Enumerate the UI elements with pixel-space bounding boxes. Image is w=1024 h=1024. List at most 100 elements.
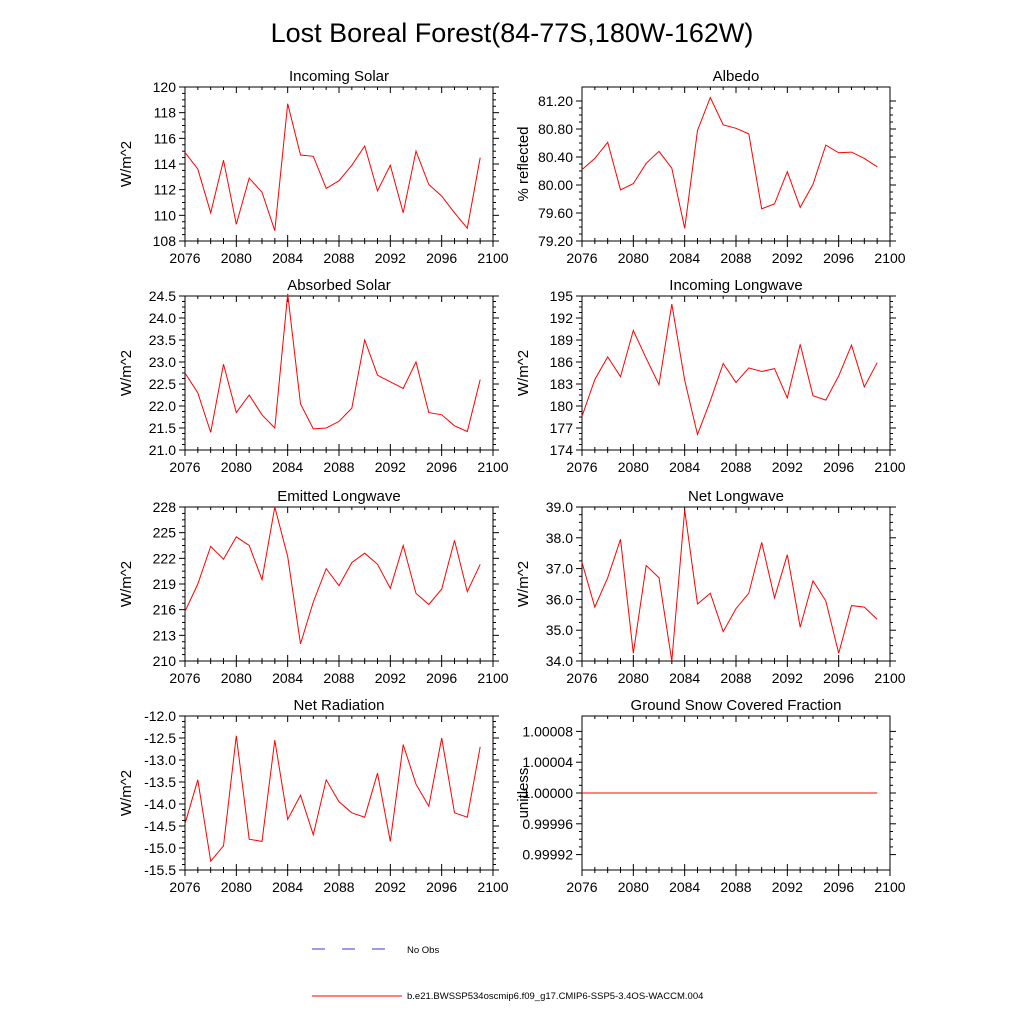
y-tick-label: -12.0 <box>144 708 176 724</box>
series-line <box>184 506 481 645</box>
y-axis-label: W/m^2 <box>515 561 532 607</box>
legend-obs-label: No Obs <box>407 945 439 956</box>
x-tick-label: 2084 <box>272 459 303 475</box>
y-tick-label: -14.5 <box>144 818 176 834</box>
panel-title: Incoming Solar <box>289 68 389 85</box>
y-tick-label: 38.0 <box>546 530 573 546</box>
y-tick-label: -14.0 <box>144 796 176 812</box>
x-tick-label: 2084 <box>669 459 700 475</box>
y-tick-label: 79.20 <box>538 233 573 249</box>
y-tick-label: 23.0 <box>149 354 176 370</box>
y-tick-label: 21.5 <box>149 420 176 436</box>
y-tick-label: 39.0 <box>546 499 573 515</box>
x-tick-label: 2092 <box>772 670 803 686</box>
y-tick-label: 180 <box>550 398 574 414</box>
x-tick-label: 2076 <box>566 879 597 895</box>
x-tick-label: 2076 <box>169 459 200 475</box>
x-tick-label: 2088 <box>323 250 354 266</box>
y-tick-label: 222 <box>153 550 177 566</box>
x-tick-label: 2088 <box>720 670 751 686</box>
x-tick-label: 2076 <box>566 250 597 266</box>
x-tick-label: 2092 <box>375 670 406 686</box>
x-tick-label: 2100 <box>477 459 508 475</box>
y-tick-label: 174 <box>550 442 574 458</box>
y-tick-label: 24.5 <box>149 288 176 304</box>
x-tick-label: 2096 <box>426 459 457 475</box>
y-tick-label: 219 <box>153 576 177 592</box>
y-tick-label: 112 <box>154 182 177 198</box>
y-tick-label: 210 <box>153 653 177 669</box>
chart-panel-7: Net Radiation W/m^2 2076 2080 2084 2088 2092 20… <box>118 697 509 895</box>
y-tick-label: 79.60 <box>538 205 573 221</box>
plot-frame <box>581 86 891 242</box>
series-line <box>184 293 481 433</box>
y-axis-label: W/m^2 <box>515 350 532 396</box>
x-tick-label: 2096 <box>823 250 854 266</box>
plot-frame <box>184 86 494 242</box>
legend-model-label: b.e21.BWSSP534oscmip6.f09_g17.CMIP6-SSP5… <box>407 991 703 1002</box>
y-tick-label: 0.99996 <box>522 816 573 832</box>
x-tick-label: 2076 <box>169 250 200 266</box>
x-tick-label: 2096 <box>823 670 854 686</box>
chart-panel-1: Incoming Solar W/m^2 2076 2080 2084 2088 2092 2… <box>118 68 509 266</box>
y-tick-label: 21.0 <box>149 442 176 458</box>
y-tick-label: 116 <box>154 130 177 146</box>
x-tick-label: 2100 <box>874 250 905 266</box>
x-tick-label: 2084 <box>272 670 303 686</box>
series-line <box>581 304 878 437</box>
series-line <box>184 103 481 231</box>
y-tick-label: -15.0 <box>144 840 176 856</box>
y-tick-label: 35.0 <box>546 622 573 638</box>
plot-frame <box>184 506 494 662</box>
x-tick-label: 2080 <box>221 250 252 266</box>
y-axis-label: W/m^2 <box>118 141 135 187</box>
x-tick-label: 2092 <box>375 459 406 475</box>
x-tick-label: 2096 <box>426 670 457 686</box>
panel-title: Ground Snow Covered Fraction <box>631 697 842 714</box>
y-tick-label: 186 <box>550 354 574 370</box>
x-tick-label: 2080 <box>618 670 649 686</box>
plot-frame <box>581 295 891 451</box>
y-tick-label: 80.40 <box>538 149 573 165</box>
legend: No Obs b.e21.BWSSP534oscmip6.f09_g17.CMI… <box>312 945 703 1002</box>
chart-panel-8: Ground Snow Covered Fraction unitless 2076… <box>515 697 906 895</box>
y-tick-label: 36.0 <box>546 591 573 607</box>
x-tick-label: 2092 <box>772 250 803 266</box>
y-tick-label: 216 <box>153 602 177 618</box>
plot-frame <box>184 715 494 871</box>
x-tick-label: 2100 <box>874 879 905 895</box>
x-tick-label: 2088 <box>720 879 751 895</box>
y-tick-label: 118 <box>154 105 177 121</box>
panel-title: Incoming Longwave <box>669 277 802 294</box>
x-tick-label: 2088 <box>323 459 354 475</box>
figure-title: Lost Boreal Forest(84-77S,180W-162W) <box>271 18 754 48</box>
x-tick-label: 2080 <box>618 879 649 895</box>
y-tick-label: 189 <box>550 332 574 348</box>
y-tick-label: 120 <box>153 79 177 95</box>
x-tick-label: 2096 <box>426 250 457 266</box>
y-tick-label: 34.0 <box>546 653 573 669</box>
x-tick-label: 2092 <box>772 459 803 475</box>
y-tick-label: 225 <box>153 525 177 541</box>
x-tick-label: 2100 <box>874 670 905 686</box>
y-tick-label: 1.00008 <box>522 723 573 739</box>
panel-title: Emitted Longwave <box>277 488 400 505</box>
y-axis-label: W/m^2 <box>118 350 135 396</box>
panel-title: Net Radiation <box>294 697 385 714</box>
plot-frame <box>581 506 891 662</box>
x-tick-label: 2080 <box>221 879 252 895</box>
x-tick-label: 2084 <box>669 879 700 895</box>
y-tick-label: 1.00000 <box>522 785 573 801</box>
x-tick-label: 2084 <box>669 250 700 266</box>
y-tick-label: 228 <box>153 499 177 515</box>
y-tick-label: 24.0 <box>149 310 176 326</box>
y-axis-label: W/m^2 <box>118 770 135 816</box>
panels: Incoming Solar W/m^2 2076 2080 2084 2088 2092 2… <box>118 68 906 895</box>
chart-panel-4: Incoming Longwave W/m^2 2076 2080 2084 2088 20… <box>515 277 906 475</box>
x-tick-label: 2080 <box>618 459 649 475</box>
y-tick-label: 81.20 <box>538 93 573 109</box>
x-tick-label: 2096 <box>823 459 854 475</box>
y-tick-label: 183 <box>550 376 574 392</box>
series-line <box>184 735 481 863</box>
